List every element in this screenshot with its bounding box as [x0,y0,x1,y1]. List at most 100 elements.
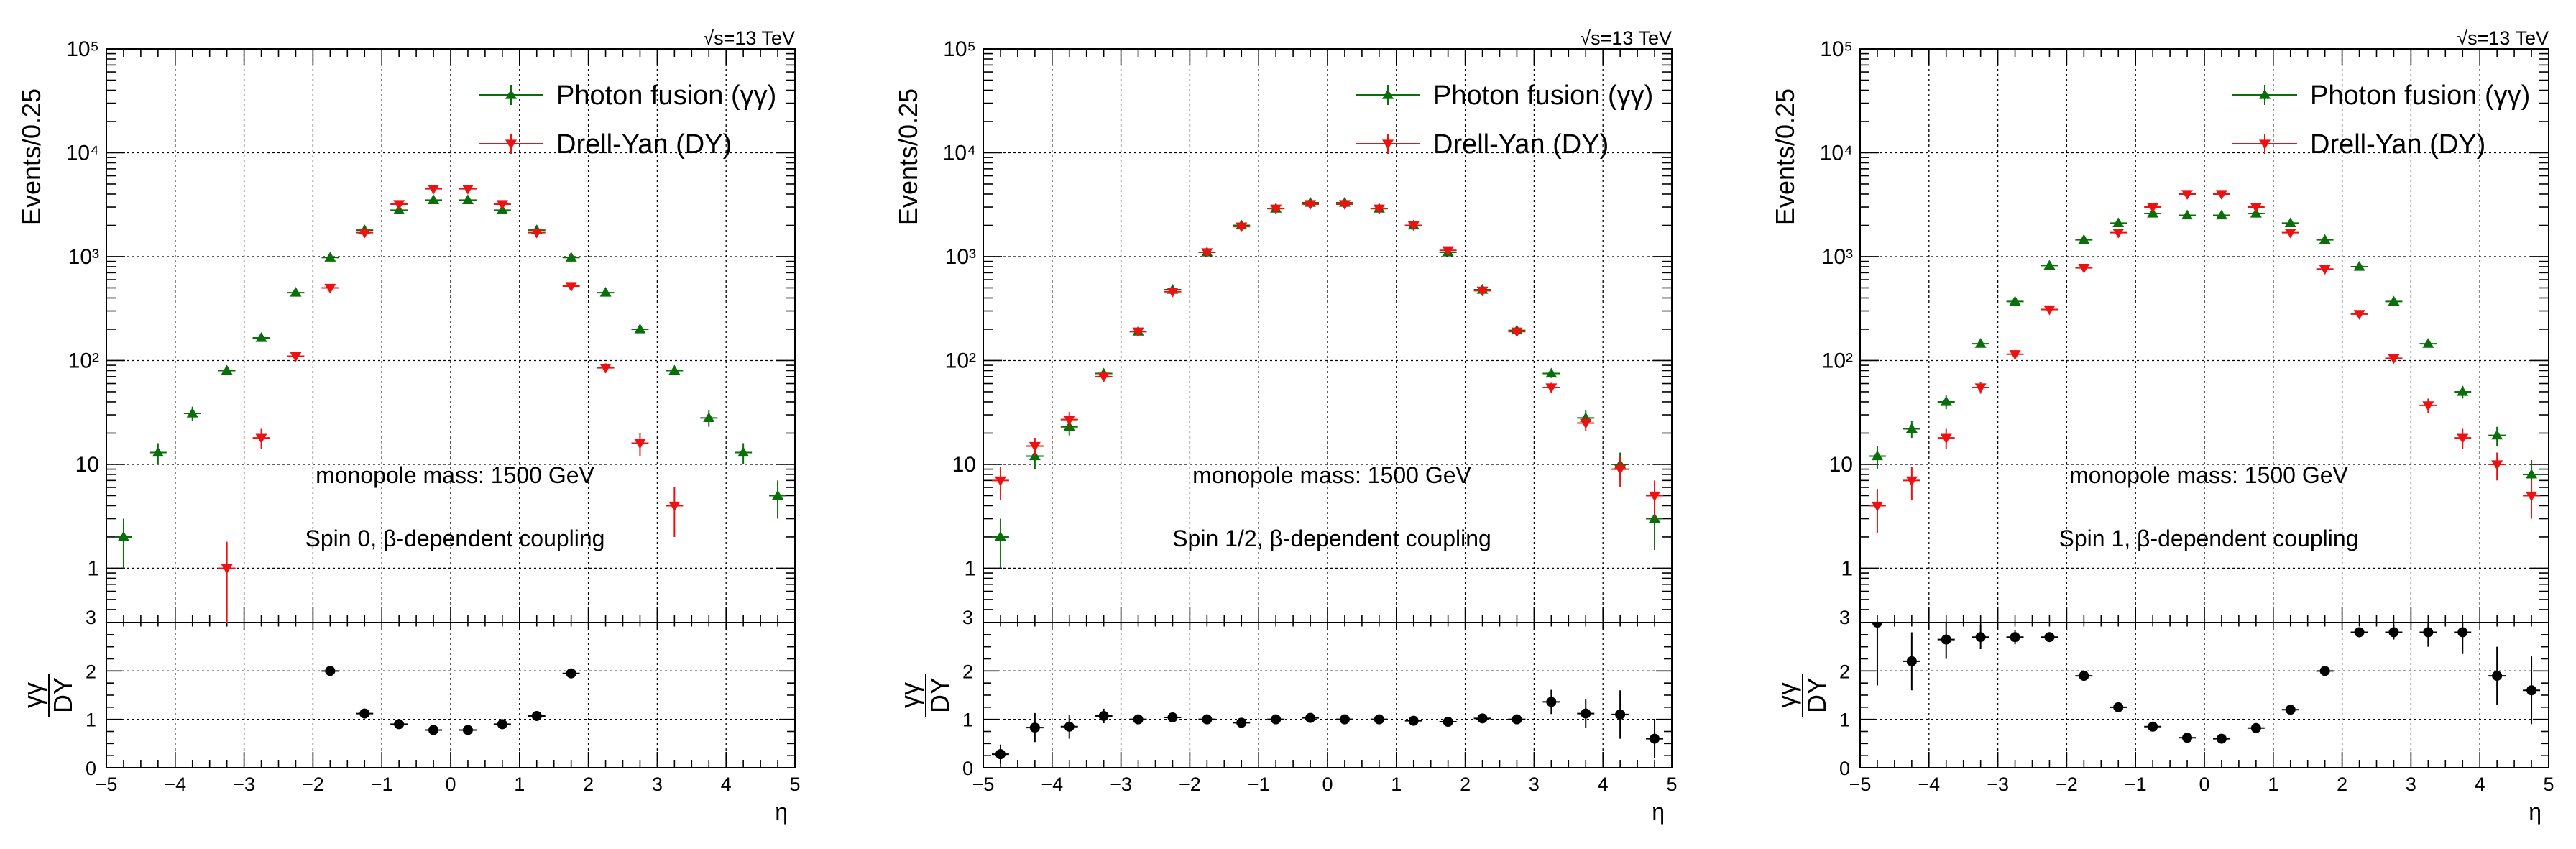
data-point [1974,383,1987,393]
ticks [106,48,796,768]
ratio-point [2044,632,2055,643]
ratio-point [1133,714,1144,725]
data-point [2388,354,2400,364]
ratio-y-tick-label: 0 [962,758,973,779]
ratio-point [462,725,473,735]
data-point [1871,450,1883,461]
ratio-point [2079,671,2089,682]
data-point [461,194,474,204]
ratio-point [2492,671,2503,682]
data-point [737,446,750,457]
data-point [255,332,267,342]
x-tick-label: −4 [164,774,186,795]
ratio-point [2216,733,2227,744]
ratio-point [2319,666,2330,676]
data-point [530,229,543,239]
data-point [772,490,784,500]
x-tick-label: 3 [2406,774,2416,795]
data-point [1940,395,1952,406]
y-axis-label: Events/0.25 [893,88,923,225]
data-point [2147,203,2159,214]
data-point [2078,234,2090,244]
ratio-point [1975,632,1986,643]
x-axis-label: η [775,799,788,825]
ratio-point [1305,712,1316,723]
ratio-point [359,708,370,719]
data-point [359,229,371,239]
x-tick-label: −2 [2056,774,2078,795]
data-point [2422,401,2434,411]
data-point [1545,367,1558,378]
ratio-y-tick-label: 1 [962,710,973,731]
data-point [2491,429,2503,440]
x-tick-label: 2 [2337,774,2347,795]
x-tick-label: −2 [302,774,324,795]
data-point [2043,260,2056,270]
ratio-label-denominator: DY [1802,677,1831,713]
ratio-y-tick-label: 1 [86,710,96,731]
data-point [1940,433,1952,444]
x-tick-label: 1 [514,774,525,795]
y-axis-label: Events/0.25 [17,88,46,225]
data-point [2526,491,2538,502]
data-point [2078,263,2090,274]
y-tick-label: 10⁵ [66,37,99,61]
legend-entry: Photon fusion (γγ) [2310,81,2530,111]
legend: Photon fusion (γγ) Drell-Yan (DY) [2232,81,2530,160]
legend-entry: Drell-Yan (DY) [556,129,732,160]
data-point [599,287,612,297]
ratio-label-denominator: DY [925,677,954,713]
y-axis-label: Events/0.25 [1770,88,1800,225]
data-point [1338,200,1351,210]
data-point [461,184,474,195]
annotation-mass: monopole mass: 1500 GeV [2069,462,2348,488]
data-point [2353,310,2365,320]
ratio-point [1546,697,1557,707]
x-tick-label: 4 [1598,774,1609,795]
y-tick-label: 10⁴ [66,141,99,165]
ratio-point [1615,709,1626,720]
ratio-y-tick-label: 3 [86,607,96,628]
data-point [1511,327,1523,338]
ratio-point [325,666,336,676]
ratio-point [2182,733,2193,743]
data-point [668,364,681,375]
ratio-axis-label: γγ DY [1772,674,1831,717]
data-point [324,283,336,294]
data-point [428,184,440,195]
x-tick-label: 1 [1391,774,1402,795]
x-tick-label: 4 [2475,774,2485,795]
x-tick-label: −5 [972,774,995,795]
x-tick-label: 3 [652,774,663,795]
x-tick-label: −3 [1110,774,1132,795]
x-tick-label: −3 [233,774,255,795]
y-tick-label: 1 [87,556,99,580]
ratio-y-tick-label: 2 [86,661,96,682]
data-point [994,476,1006,487]
annotation-mass: monopole mass: 1500 GeV [1192,462,1471,488]
data-point [1407,221,1420,231]
data-point [1270,204,1282,215]
data-point [1305,200,1317,210]
x-tick-label: 2 [1460,774,1471,795]
data-point [2215,209,2227,220]
data-point [1442,246,1454,257]
ratio-axis-label: γγ DY [895,674,954,717]
x-tick-label: 5 [789,774,800,795]
ratio-point [1512,714,1522,725]
y-tick-label: 10² [1822,349,1853,372]
ratio-point [2354,627,2365,638]
series-drell-yan [991,200,1664,519]
y-tick-label: 10⁵ [1820,37,1853,61]
legend-entry: Drell-Yan (DY) [1433,129,1609,160]
ratio-point [2526,685,2537,696]
ratio-point [1872,623,1882,628]
annotation-spin: Spin 1/2, β-dependent coupling [1172,526,1491,551]
data-point [2353,260,2365,271]
data-point [1373,204,1385,215]
x-tick-label: −4 [1041,774,1063,795]
data-point [1201,248,1213,258]
data-point [152,446,164,457]
ratio-point [1477,713,1488,724]
data-point [1098,372,1110,382]
